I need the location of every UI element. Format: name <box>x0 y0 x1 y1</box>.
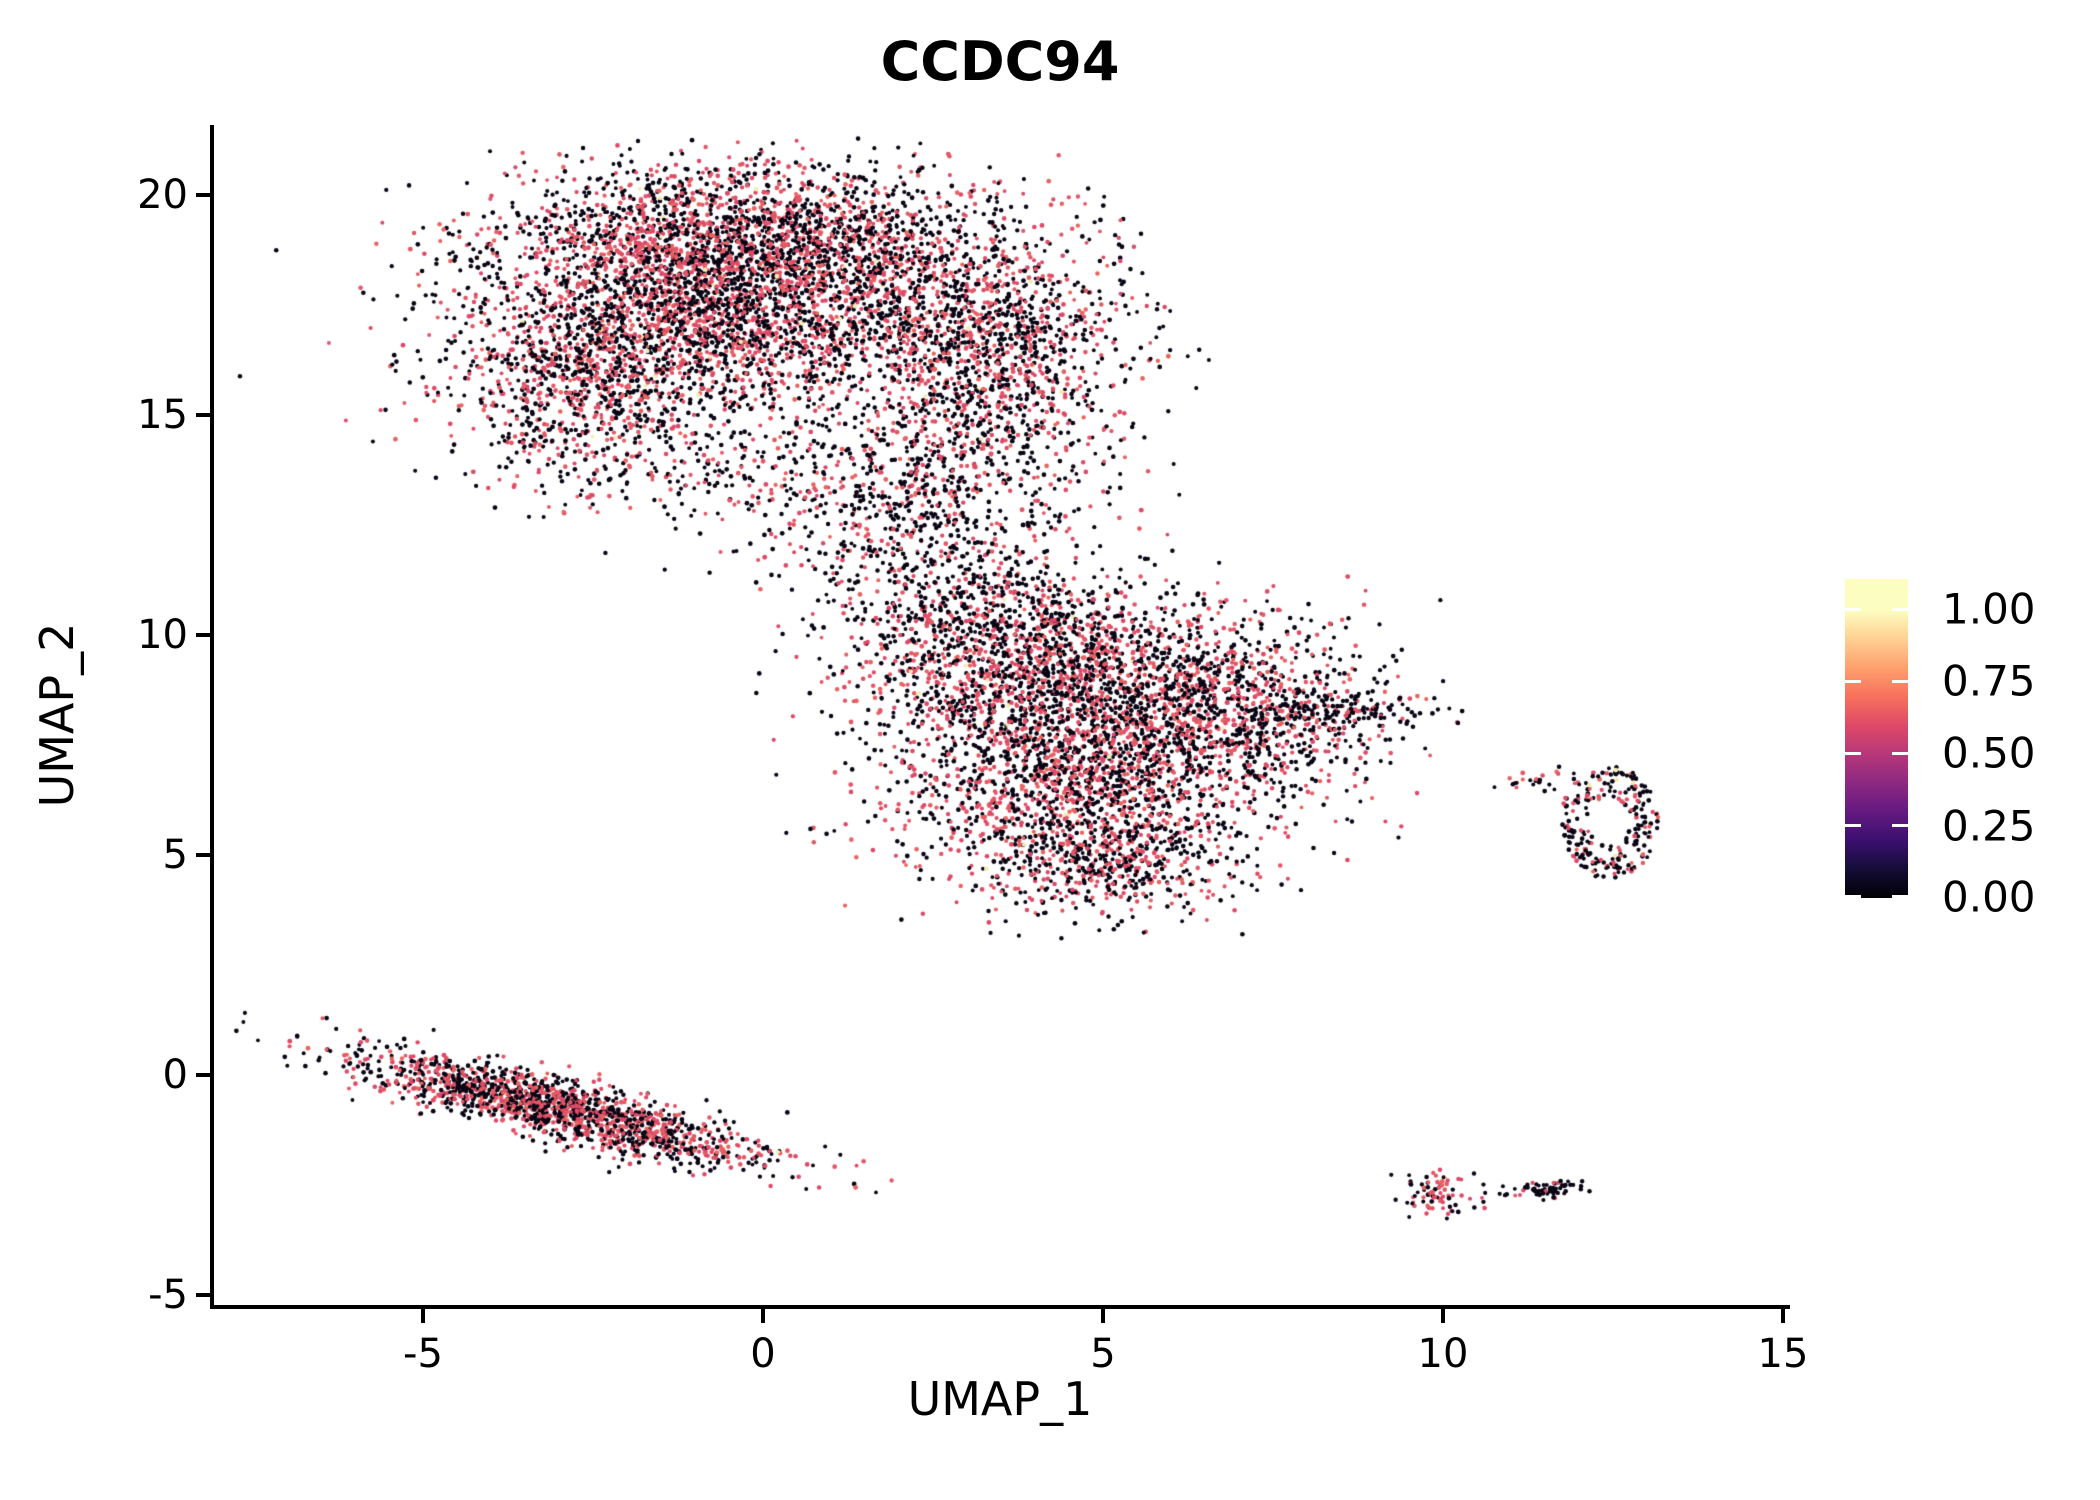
colorbar-tick <box>1845 895 1861 898</box>
colorbar-tick <box>1892 751 1908 755</box>
x-tick-mark <box>1101 1309 1105 1323</box>
plot-title: CCDC94 <box>880 30 1120 93</box>
colorbar-tick-label: 0.75 <box>1942 656 2036 706</box>
colorbar-tick <box>1845 824 1861 828</box>
colorbar-tick <box>1892 679 1908 683</box>
x-tick-label: 10 <box>1417 1331 1469 1377</box>
x-tick-label: 15 <box>1757 1331 1809 1377</box>
colorbar-tick <box>1892 895 1908 898</box>
y-tick-label: 0 <box>162 1052 188 1098</box>
x-tick-mark <box>1781 1309 1785 1323</box>
y-tick-mark <box>196 853 210 857</box>
colorbar-tick <box>1845 679 1861 683</box>
colorbar-tick-label: 0.25 <box>1942 801 2036 851</box>
x-axis-title: UMAP_1 <box>907 1372 1093 1426</box>
colorbar-tick-label: 0.00 <box>1942 872 2036 922</box>
y-tick-label: 10 <box>137 612 188 658</box>
x-tick-mark <box>761 1309 765 1323</box>
x-tick-mark <box>421 1309 425 1323</box>
y-tick-mark <box>196 193 210 197</box>
x-tick-label: -5 <box>403 1331 443 1377</box>
colorbar-tick <box>1892 607 1908 611</box>
y-tick-label: -5 <box>148 1272 188 1318</box>
y-tick-mark <box>196 1073 210 1077</box>
colorbar-tick <box>1845 607 1861 611</box>
x-tick-mark <box>1441 1309 1445 1323</box>
x-axis-line <box>210 1305 1790 1309</box>
colorbar-tick <box>1892 824 1908 828</box>
y-tick-mark <box>196 413 210 417</box>
y-axis-title: UMAP_2 <box>30 622 84 808</box>
x-tick-label: 0 <box>750 1331 776 1377</box>
colorbar-tick-label: 1.00 <box>1942 584 2036 634</box>
colorbar <box>1845 579 1908 898</box>
y-tick-label: 15 <box>137 392 188 438</box>
y-tick-label: 20 <box>137 172 188 218</box>
x-tick-label: 5 <box>1090 1331 1116 1377</box>
y-tick-mark <box>196 1293 210 1297</box>
y-tick-mark <box>196 633 210 637</box>
colorbar-tick-label: 0.50 <box>1942 728 2036 778</box>
colorbar-tick <box>1845 751 1861 755</box>
y-axis-line <box>210 125 214 1307</box>
y-tick-label: 5 <box>162 832 188 878</box>
